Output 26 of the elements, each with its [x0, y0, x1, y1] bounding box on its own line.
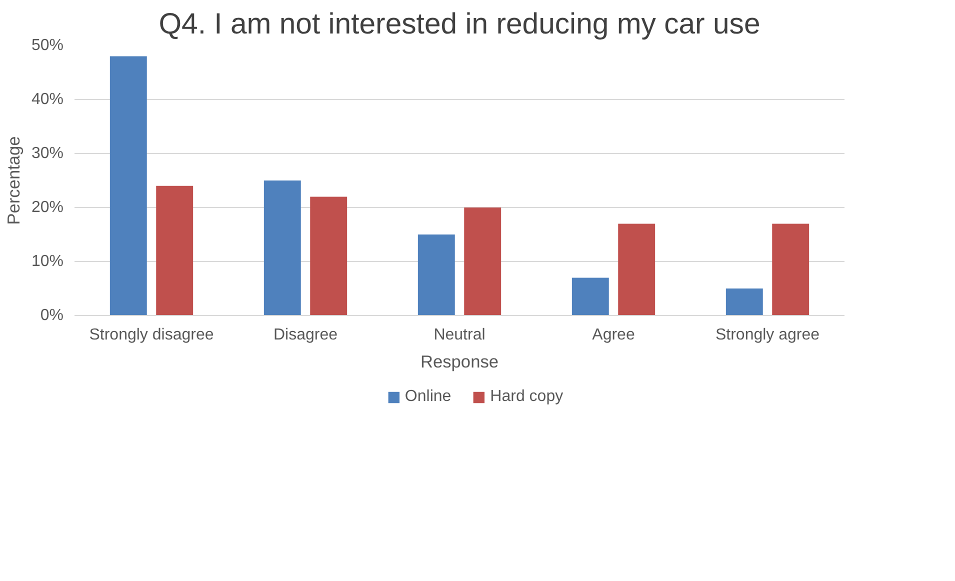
- bar: [618, 224, 656, 316]
- bar: [726, 288, 763, 316]
- x-tick-label: Strongly agree: [715, 326, 820, 344]
- y-tick-label: 40%: [31, 91, 64, 108]
- chart-title: Q4. I am not interested in reducing my car use: [158, 8, 760, 40]
- x-tick-label: Neutral: [434, 326, 486, 344]
- y-tick-label: 30%: [31, 145, 64, 162]
- bar: [464, 208, 502, 316]
- x-tick-label: Strongly disagree: [89, 326, 214, 344]
- bar: [772, 224, 810, 316]
- bar: [156, 186, 194, 316]
- x-tick-label: Agree: [592, 326, 635, 344]
- bar: [264, 180, 301, 316]
- bar: [572, 278, 609, 316]
- bar: [310, 196, 348, 316]
- legend-label: Online: [404, 388, 452, 406]
- x-tick-label: Disagree: [273, 326, 338, 344]
- x-axis-title: Response: [420, 352, 499, 372]
- y-tick-label: 50%: [31, 37, 64, 54]
- bar: [110, 56, 147, 316]
- y-axis-title: Percentage: [3, 136, 24, 225]
- y-tick-label: 20%: [31, 199, 64, 216]
- y-tick-label: 10%: [31, 253, 64, 270]
- y-tick-label: 0%: [40, 307, 64, 324]
- bar: [418, 234, 455, 316]
- legend-label: Hard copy: [490, 388, 564, 406]
